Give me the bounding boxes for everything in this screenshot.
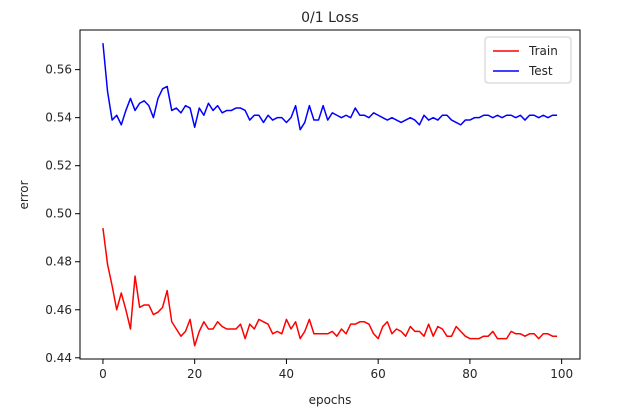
legend: Train Test bbox=[484, 36, 572, 84]
legend-label-test: Test bbox=[528, 64, 553, 78]
legend-label-train: Train bbox=[528, 44, 558, 58]
x-tick-label: 60 bbox=[371, 367, 386, 381]
y-axis-label: error bbox=[17, 180, 31, 209]
y-axis: 0.44 0.46 0.48 0.50 0.52 0.54 0.56 bbox=[45, 63, 80, 365]
x-tick-label: 80 bbox=[462, 367, 477, 381]
y-tick-label: 0.48 bbox=[45, 255, 72, 269]
x-axis: 0 20 40 60 80 100 bbox=[99, 359, 573, 381]
series-line-train bbox=[102, 228, 558, 347]
series-line-test bbox=[102, 43, 558, 131]
y-tick-label: 0.52 bbox=[45, 159, 72, 173]
y-tick-label: 0.54 bbox=[45, 111, 72, 125]
y-tick-label: 0.56 bbox=[45, 63, 72, 77]
y-tick-label: 0.50 bbox=[45, 207, 72, 221]
chart-title: 0/1 Loss bbox=[301, 10, 359, 26]
x-tick-label: 100 bbox=[550, 367, 573, 381]
plot-frame bbox=[79, 29, 581, 360]
x-tick-label: 40 bbox=[279, 367, 294, 381]
x-tick-label: 0 bbox=[99, 367, 107, 381]
x-tick-label: 20 bbox=[187, 367, 202, 381]
x-axis-label: epochs bbox=[309, 393, 352, 407]
y-tick-label: 0.46 bbox=[45, 303, 72, 317]
plot-area bbox=[102, 43, 558, 347]
legend-box bbox=[484, 36, 572, 84]
y-tick-label: 0.44 bbox=[45, 351, 72, 365]
